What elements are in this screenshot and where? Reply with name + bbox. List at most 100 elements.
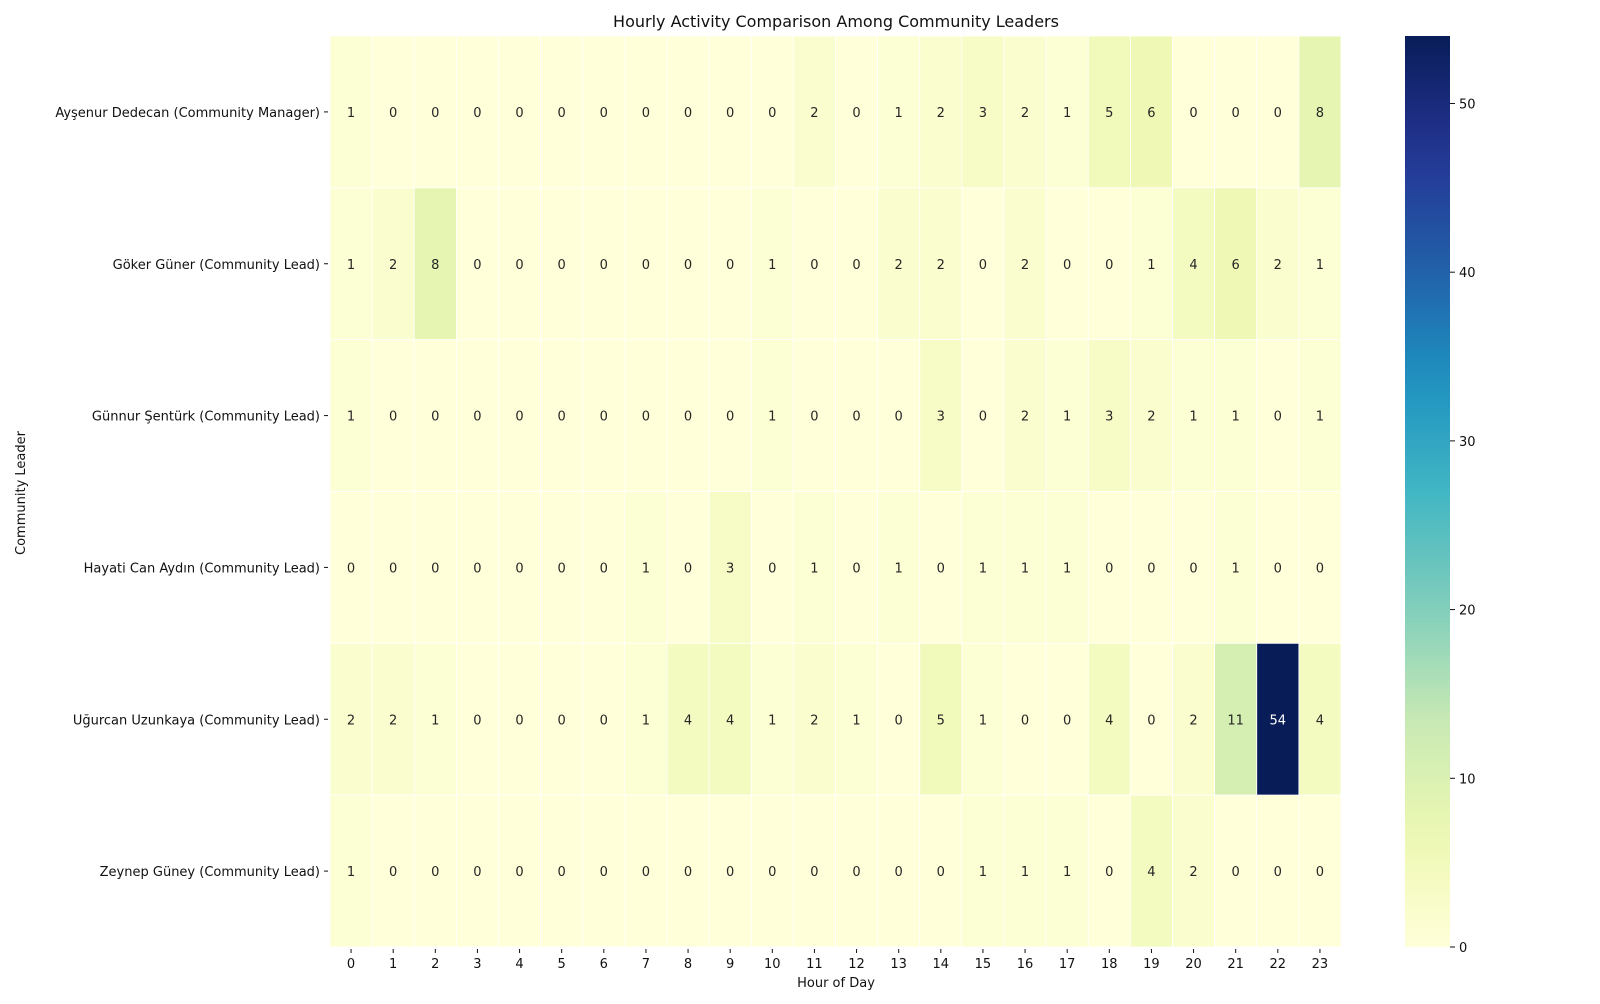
cell-value-label: 0 <box>515 713 523 728</box>
cell-value-label: 0 <box>473 106 481 121</box>
cell-value-label: 0 <box>726 258 734 273</box>
x-tick-label: 1 <box>389 957 397 972</box>
colorbar-tick-label: 40 <box>1459 266 1476 281</box>
heatmap-cell <box>1087 491 1131 644</box>
heatmap-cell <box>1045 187 1089 341</box>
heatmap-cell <box>961 35 1005 189</box>
colorbar-tick-label: 30 <box>1459 435 1476 450</box>
cell-value-label: 1 <box>979 865 987 880</box>
cell-value-label: 0 <box>1189 106 1197 121</box>
heatmap-cell <box>371 642 415 796</box>
heatmap-cell <box>413 642 457 796</box>
heatmap-cell <box>1087 339 1131 492</box>
cell-value-label: 0 <box>684 258 692 273</box>
heatmap-cell <box>329 794 373 948</box>
cell-value-label: 1 <box>1147 258 1155 273</box>
heatmap-cell <box>1172 35 1216 189</box>
cell-value-label: 0 <box>1274 410 1282 425</box>
heatmap-cell <box>919 491 963 644</box>
heatmap-cell <box>666 339 710 492</box>
cell-value-label: 2 <box>1189 865 1197 880</box>
heatmap-cell <box>498 35 542 189</box>
cell-value-label: 0 <box>1316 561 1324 576</box>
cell-value-label: 0 <box>515 410 523 425</box>
heatmap-cell <box>1298 35 1342 189</box>
cell-value-label: 0 <box>684 865 692 880</box>
heatmap-cell <box>750 794 794 948</box>
heatmap-cell <box>1256 35 1300 189</box>
heatmap-cell <box>1172 339 1216 492</box>
cell-value-label: 0 <box>1189 561 1197 576</box>
cell-value-label: 0 <box>895 410 903 425</box>
cell-value-label: 0 <box>515 258 523 273</box>
cell-value-label: 1 <box>642 561 650 576</box>
x-tick-label: 15 <box>975 957 992 972</box>
heatmap-cell <box>1045 35 1089 189</box>
cell-value-label: 54 <box>1270 713 1287 728</box>
heatmap-cell <box>877 642 921 796</box>
heatmap-cell <box>540 35 584 189</box>
cell-value-label: 0 <box>852 561 860 576</box>
x-tick-label: 22 <box>1270 957 1287 972</box>
cell-value-label: 0 <box>852 106 860 121</box>
cell-value-label: 0 <box>852 410 860 425</box>
heatmap-cells <box>329 35 1342 948</box>
heatmap-cell <box>455 187 499 341</box>
cell-value-label: 0 <box>979 410 987 425</box>
x-tick-label: 0 <box>347 957 355 972</box>
cell-value-label: 1 <box>852 713 860 728</box>
cell-value-label: 1 <box>1063 106 1071 121</box>
cell-value-label: 5 <box>937 713 945 728</box>
cell-value-label: 0 <box>768 106 776 121</box>
cell-value-label: 4 <box>726 713 734 728</box>
heatmap-cell <box>961 187 1005 341</box>
cell-value-label: 0 <box>558 713 566 728</box>
cell-value-label: 1 <box>431 713 439 728</box>
x-tick-label: 7 <box>642 957 650 972</box>
colorbar-tick-label: 50 <box>1459 97 1476 112</box>
heatmap-cell <box>498 491 542 644</box>
cell-value-label: 8 <box>431 258 439 273</box>
cell-value-label: 11 <box>1227 713 1244 728</box>
x-tick-label: 11 <box>806 957 823 972</box>
heatmap-cell <box>1298 794 1342 948</box>
heatmap-cell <box>666 794 710 948</box>
heatmap-cell <box>919 794 963 948</box>
heatmap-cell <box>329 339 373 492</box>
heatmap-cell <box>1129 339 1173 492</box>
heatmap-cell <box>498 794 542 948</box>
heatmap-cell <box>1298 187 1342 341</box>
cell-value-label: 0 <box>389 106 397 121</box>
cell-value-label: 2 <box>1274 258 1282 273</box>
cell-value-label: 0 <box>852 865 860 880</box>
chart-title: Hourly Activity Comparison Among Communi… <box>613 12 1059 31</box>
cell-value-label: 0 <box>558 258 566 273</box>
heatmap-cell <box>919 642 963 796</box>
y-tick-label: Günnur Şentürk (Community Lead) <box>92 410 320 425</box>
cell-value-label: 3 <box>726 561 734 576</box>
cell-value-label: 0 <box>1063 713 1071 728</box>
heatmap-cell <box>1003 491 1047 644</box>
heatmap-cell <box>750 642 794 796</box>
cell-value-label: 0 <box>810 410 818 425</box>
heatmap-cell <box>792 187 836 341</box>
cell-value-label: 0 <box>937 561 945 576</box>
heatmap-cell <box>708 491 752 644</box>
cell-value-label: 0 <box>431 865 439 880</box>
cell-value-label: 3 <box>1105 410 1113 425</box>
x-tick-label: 2 <box>431 957 439 972</box>
cell-value-label: 0 <box>600 713 608 728</box>
cell-value-label: 0 <box>431 561 439 576</box>
heatmap-cell <box>877 35 921 189</box>
cell-value-label: 0 <box>473 713 481 728</box>
x-tick-label: 8 <box>684 957 692 972</box>
cell-value-label: 1 <box>1063 865 1071 880</box>
cell-value-label: 1 <box>1189 410 1197 425</box>
cell-value-label: 6 <box>1232 258 1240 273</box>
cell-value-label: 0 <box>389 410 397 425</box>
heatmap-cell <box>1214 491 1258 644</box>
heatmap-cell <box>624 642 668 796</box>
heatmap-cell <box>329 491 373 644</box>
x-tick-label: 10 <box>764 957 781 972</box>
